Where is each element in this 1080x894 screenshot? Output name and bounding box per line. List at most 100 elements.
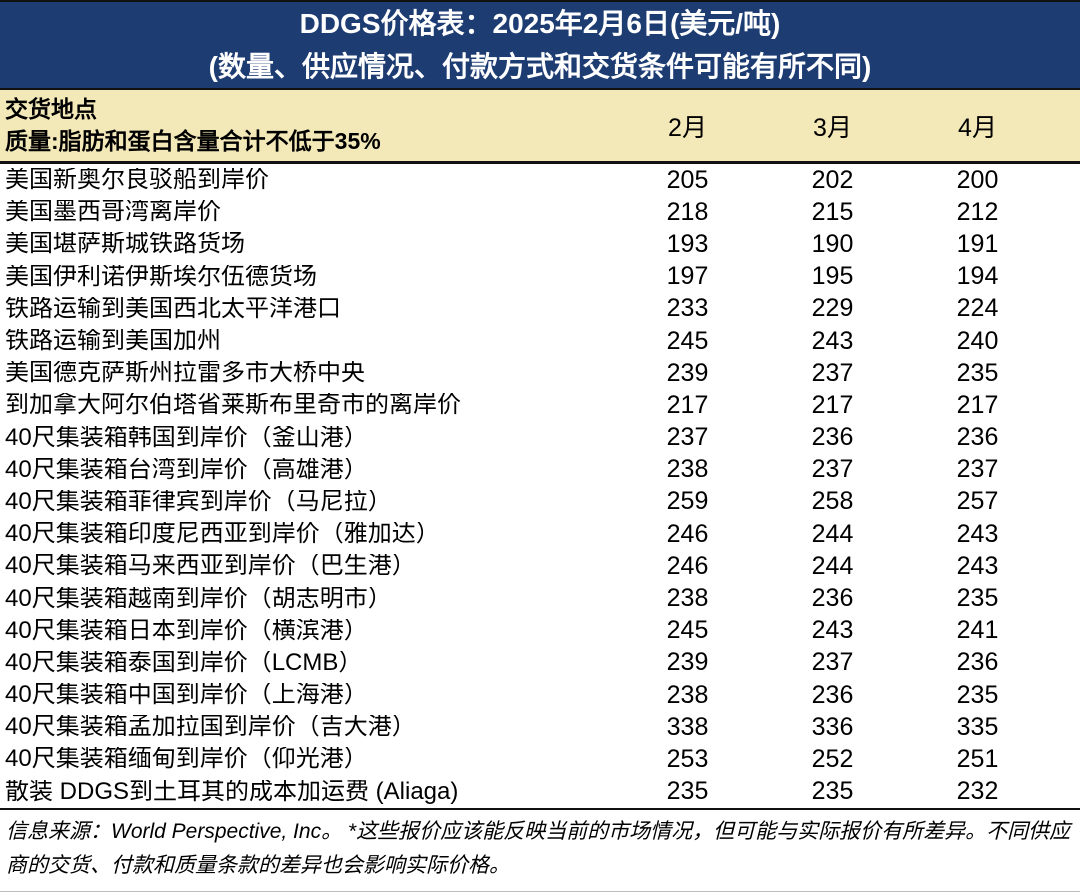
- row-price-value: 237: [811, 358, 854, 387]
- row-price-value: 235: [956, 680, 999, 709]
- row-price-value: 235: [666, 777, 709, 806]
- row-location-label: 40尺集装箱菲律宾到岸价（马尼拉）: [5, 489, 392, 514]
- row-price-value: 243: [811, 326, 854, 355]
- row-price-value: 244: [811, 519, 854, 548]
- row-price-value: 224: [956, 294, 999, 323]
- row-price-value: 236: [811, 680, 854, 709]
- row-location-label: 40尺集装箱缅甸到岸价（仰光港）: [5, 747, 368, 772]
- row-price-value: 217: [811, 390, 854, 419]
- row-price-value: 236: [811, 423, 854, 452]
- row-price-value: 243: [956, 551, 999, 580]
- column-header-row: 交货地点 质量:脂肪和蛋白含量合计不低于35% 2月 3月 4月: [0, 90, 1080, 164]
- row-price-value: 252: [811, 744, 854, 773]
- row-location-label: 40尺集装箱越南到岸价（胡志明市）: [5, 586, 392, 611]
- table-row: 美国堪萨斯城铁路货场 193 190 191: [0, 228, 1080, 260]
- row-location-label: 40尺集装箱台湾到岸价（高雄港）: [5, 457, 368, 482]
- table-row: 40尺集装箱印度尼西亚到岸价（雅加达） 246 244 243: [0, 518, 1080, 550]
- table-row: 美国德克萨斯州拉雷多市大桥中央 239 237 235: [0, 357, 1080, 389]
- row-location-label: 40尺集装箱孟加拉国到岸价（吉大港）: [5, 715, 416, 740]
- row-price-value: 236: [956, 648, 999, 677]
- table-row: 40尺集装箱韩国到岸价（釜山港） 237 236 236: [0, 422, 1080, 454]
- row-location-label: 40尺集装箱马来西亚到岸价（巴生港）: [5, 554, 416, 579]
- row-price-value: 238: [666, 680, 709, 709]
- table-row: 40尺集装箱中国到岸价（上海港） 238 236 235: [0, 679, 1080, 711]
- table-row: 40尺集装箱越南到岸价（胡志明市） 238 236 235: [0, 582, 1080, 614]
- row-price-value: 258: [811, 487, 854, 516]
- row-location-label: 美国新奥尔良驳船到岸价: [5, 168, 269, 193]
- row-price-value: 235: [956, 584, 999, 613]
- row-price-value: 239: [666, 648, 709, 677]
- table-row: 40尺集装箱菲律宾到岸价（马尼拉） 259 258 257: [0, 486, 1080, 518]
- row-price-value: 237: [811, 648, 854, 677]
- row-price-value: 236: [956, 423, 999, 452]
- row-price-value: 190: [811, 229, 854, 258]
- row-location-label: 40尺集装箱中国到岸价（上海港）: [5, 683, 368, 708]
- row-price-value: 338: [666, 712, 709, 741]
- row-price-value: 240: [956, 326, 999, 355]
- table-row: 40尺集装箱缅甸到岸价（仰光港） 253 252 251: [0, 743, 1080, 775]
- row-price-value: 217: [956, 390, 999, 419]
- row-price-value: 202: [811, 165, 854, 194]
- table-row: 铁路运输到美国加州 245 243 240: [0, 325, 1080, 357]
- row-location-label: 40尺集装箱日本到岸价（横滨港）: [5, 618, 368, 643]
- row-location-label: 40尺集装箱印度尼西亚到岸价（雅加达）: [5, 522, 440, 547]
- row-price-value: 205: [666, 165, 709, 194]
- row-price-value: 229: [811, 294, 854, 323]
- row-price-value: 193: [666, 229, 709, 258]
- table-row: 40尺集装箱泰国到岸价（LCMB） 239 237 236: [0, 647, 1080, 679]
- price-table-body: 美国新奥尔良驳船到岸价 205 202 200 美国墨西哥湾离岸价 218 215 212 美国…: [0, 164, 1080, 810]
- row-price-value: 245: [666, 326, 709, 355]
- row-price-value: 251: [956, 744, 999, 773]
- table-row: 美国墨西哥湾离岸价 218 215 212: [0, 196, 1080, 228]
- row-price-value: 243: [956, 519, 999, 548]
- row-location-label: 铁路运输到美国西北太平洋港口: [5, 296, 341, 321]
- row-price-value: 335: [956, 712, 999, 741]
- row-price-value: 257: [956, 487, 999, 516]
- row-location-label: 到加拿大阿尔伯塔省莱斯布里奇市的离岸价: [5, 393, 461, 418]
- row-price-value: 191: [956, 229, 999, 258]
- table-row: 40尺集装箱日本到岸价（横滨港） 245 243 241: [0, 615, 1080, 647]
- row-price-value: 235: [956, 358, 999, 387]
- row-price-value: 194: [956, 262, 999, 291]
- row-price-value: 236: [811, 584, 854, 613]
- row-price-value: 195: [811, 262, 854, 291]
- row-location-label: 铁路运输到美国加州: [5, 329, 221, 354]
- location-column-header: 交货地点 质量:脂肪和蛋白含量合计不低于35%: [0, 90, 615, 161]
- row-price-value: 246: [666, 551, 709, 580]
- row-location-label: 美国堪萨斯城铁路货场: [5, 232, 245, 257]
- row-price-value: 233: [666, 294, 709, 323]
- table-row: 到加拿大阿尔伯塔省莱斯布里奇市的离岸价 217 217 217: [0, 389, 1080, 421]
- table-row: 铁路运输到美国西北太平洋港口 233 229 224: [0, 293, 1080, 325]
- row-location-label: 美国墨西哥湾离岸价: [5, 200, 221, 225]
- column-header-february: 2月: [668, 113, 707, 142]
- row-price-value: 235: [811, 777, 854, 806]
- row-price-value: 218: [666, 197, 709, 226]
- row-location-label: 美国伊利诺伊斯埃尔伍德货场: [5, 264, 317, 289]
- table-row: 40尺集装箱马来西亚到岸价（巴生港） 246 244 243: [0, 550, 1080, 582]
- row-price-value: 215: [811, 197, 854, 226]
- row-price-value: 212: [956, 197, 999, 226]
- column-header-april: 4月: [958, 113, 997, 142]
- quality-spec-label: 质量:脂肪和蛋白含量合计不低于35%: [5, 128, 381, 154]
- row-price-value: 246: [666, 519, 709, 548]
- row-location-label: 40尺集装箱韩国到岸价（釜山港）: [5, 425, 368, 450]
- table-row: 散装 DDGS到土耳其的成本加运费 (Aliaga) 235 235 232: [0, 776, 1080, 808]
- row-price-value: 232: [956, 777, 999, 806]
- row-price-value: 237: [811, 455, 854, 484]
- row-price-value: 245: [666, 616, 709, 645]
- source-disclaimer-note: 信息来源：World Perspective, Inc。 *这些报价应该能反映当…: [6, 819, 1071, 877]
- delivery-location-label: 交货地点: [5, 96, 97, 122]
- page-subtitle: (数量、供应情况、付款方式和交货条件可能有所不同): [208, 50, 872, 82]
- table-title-block: DDGS价格表：2025年2月6日(美元/吨) (数量、供应情况、付款方式和交货…: [0, 2, 1080, 90]
- row-price-value: 259: [666, 487, 709, 516]
- row-location-label: 美国德克萨斯州拉雷多市大桥中央: [5, 361, 365, 386]
- row-price-value: 237: [956, 455, 999, 484]
- row-price-value: 237: [666, 423, 709, 452]
- column-header-march: 3月: [813, 113, 852, 142]
- row-price-value: 336: [811, 712, 854, 741]
- row-price-value: 239: [666, 358, 709, 387]
- table-row: 美国伊利诺伊斯埃尔伍德货场 197 195 194: [0, 261, 1080, 293]
- row-price-value: 243: [811, 616, 854, 645]
- table-row: 美国新奥尔良驳船到岸价 205 202 200: [0, 164, 1080, 196]
